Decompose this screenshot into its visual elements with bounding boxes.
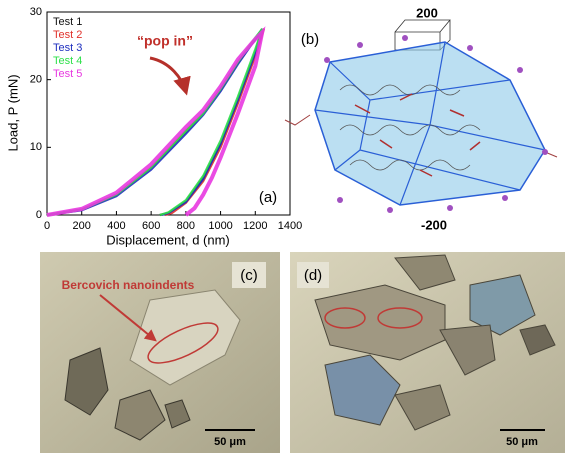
panel-label: (d) (304, 267, 322, 284)
x-tick-label: 200 (73, 220, 91, 232)
legend-entry: Test 5 (53, 68, 82, 80)
panel-label: (b) (301, 31, 319, 48)
x-tick-label: 1400 (278, 220, 302, 232)
panel-d: (d) 50 μm (290, 252, 565, 453)
x-tick-label: 400 (107, 220, 125, 232)
x-tick-label: 1200 (243, 220, 267, 232)
panel-label: (a) (259, 189, 277, 206)
x-tick-label: 600 (142, 220, 160, 232)
y-axis-label: Load, P (mN) (5, 74, 20, 151)
top-label: 200 (416, 5, 438, 20)
legend-entry: Test 2 (53, 29, 82, 41)
x-axis-label: Displacement, d (nm) (106, 232, 230, 247)
pop-in-arrow (150, 58, 186, 92)
y-tick-label: 20 (30, 74, 42, 86)
legend-entry: Test 4 (53, 55, 82, 67)
x-tick-label: 0 (44, 220, 50, 232)
annotation: “pop in” (137, 33, 193, 49)
panel-c: Bercovich nanoindents (c) 50 μm (40, 252, 280, 453)
panel-label: (c) (240, 267, 258, 284)
chart-a: “pop in” (a) Displacement, d (nm) Load, … (5, 6, 302, 248)
legend-entry: Test 1 (53, 16, 82, 28)
y-tick-label: 10 (30, 141, 42, 153)
x-tick-label: 1000 (208, 220, 232, 232)
panel-b: 200 -200 (b) (285, 5, 557, 232)
annotation: Bercovich nanoindents (62, 278, 195, 292)
y-tick-label: 0 (36, 209, 42, 221)
x-tick-label: 800 (177, 220, 195, 232)
scale-label: 50 μm (506, 436, 538, 448)
y-tick-label: 30 (30, 6, 42, 18)
figure: “pop in” (a) Displacement, d (nm) Load, … (0, 0, 565, 453)
bottom-label: -200 (421, 217, 447, 232)
scale-label: 50 μm (214, 436, 246, 448)
legend-entry: Test 3 (53, 42, 82, 54)
